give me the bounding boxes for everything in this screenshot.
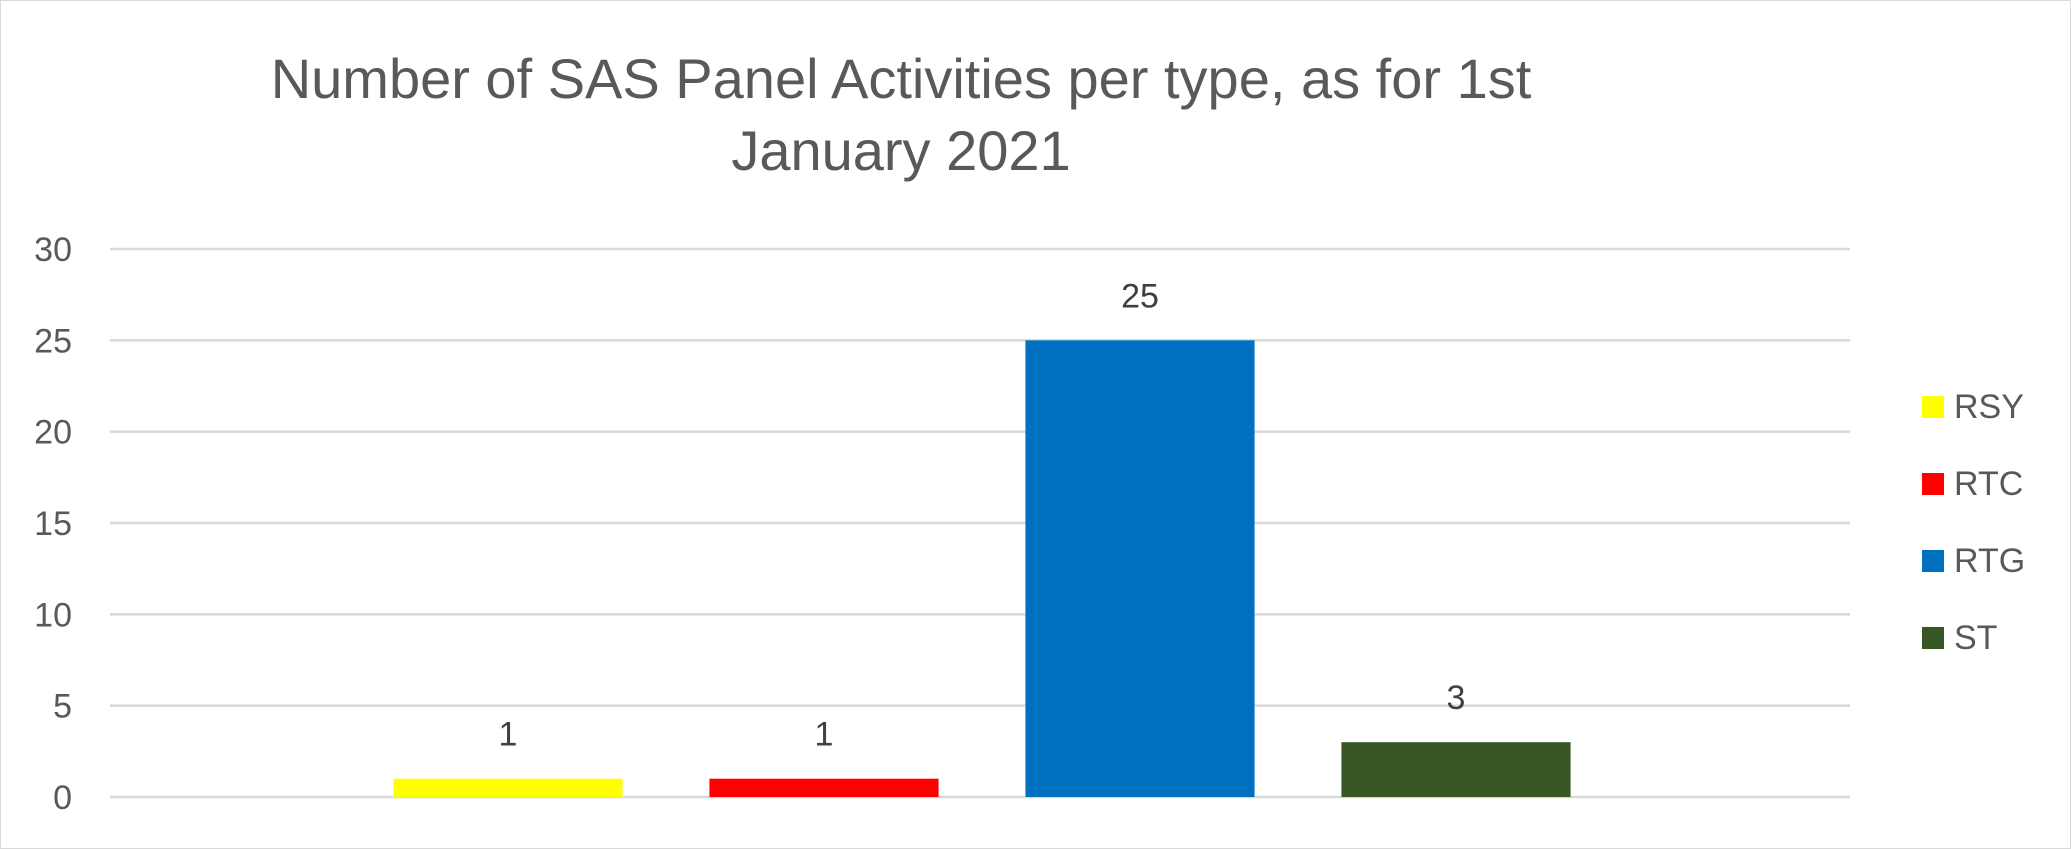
data-label-rsy: 1 [499,716,518,754]
gridlines [110,247,1850,799]
legend-swatch-rtg [1922,550,1944,572]
bars [393,340,1571,797]
chart-title: Number of SAS Panel Activities per type,… [270,47,1532,182]
legend-swatch-rsy [1922,396,1944,418]
bar-rtc [709,778,939,797]
y-tick-label: 0 [53,779,72,817]
legend-label-rsy: RSY [1954,388,2024,426]
legend-swatch-rtc [1922,473,1944,495]
bar-rtg [1025,340,1255,797]
data-label-st: 3 [1447,679,1466,717]
y-tick-label: 15 [34,505,72,543]
y-axis: 0 5 10 15 20 25 30 [34,231,72,817]
y-tick-label: 25 [34,322,72,360]
data-label-rtc: 1 [815,716,834,754]
legend-label-st: ST [1954,619,1997,657]
data-label-rtg: 25 [1121,277,1159,315]
bar-st [1341,742,1571,797]
y-tick-label: 30 [34,231,72,269]
data-labels: 1 1 25 3 [499,277,1466,753]
bar-rsy [393,778,623,797]
legend: RSY RTC RTG ST [1922,388,2025,657]
y-tick-label: 10 [34,596,72,634]
y-tick-label: 20 [34,414,72,452]
legend-swatch-st [1922,627,1944,649]
legend-label-rtg: RTG [1954,542,2025,580]
y-tick-label: 5 [53,688,72,726]
legend-label-rtc: RTC [1954,465,2023,503]
